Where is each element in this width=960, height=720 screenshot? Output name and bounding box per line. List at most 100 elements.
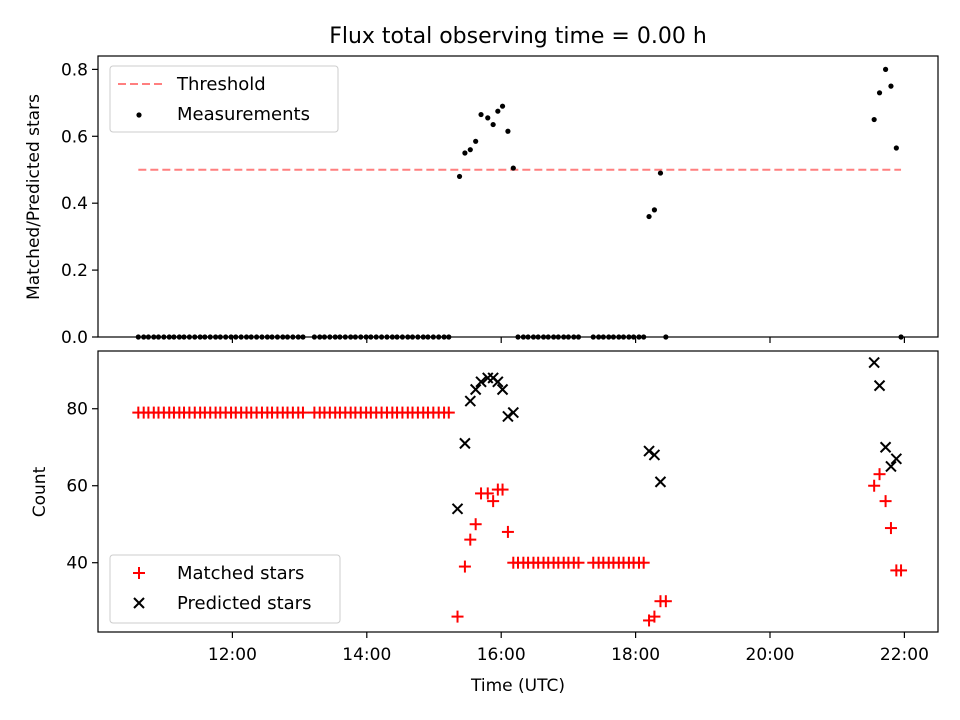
- predicted-star-point: [648, 449, 661, 461]
- matched-star-point: [873, 468, 886, 481]
- count-y-tick-label: 60: [66, 477, 88, 497]
- matched-star-point: [648, 610, 661, 623]
- measurement-point: [535, 334, 541, 340]
- measurement-point: [530, 334, 537, 340]
- x-tick-label: 22:00: [880, 645, 929, 665]
- predicted-star-point: [464, 395, 476, 407]
- measurement-point: [415, 334, 421, 340]
- measurement-point: [243, 334, 250, 340]
- measurement-point: [462, 150, 468, 156]
- measurement-point: [327, 334, 333, 340]
- measurement-point: [467, 147, 473, 153]
- measurement-point: [510, 165, 516, 171]
- measurement-point: [233, 334, 239, 340]
- measurement-point: [181, 334, 187, 340]
- measurement-point: [166, 334, 172, 340]
- chart-title: Flux total observing time = 0.00 h: [329, 24, 707, 49]
- x-tick-label: 18:00: [611, 645, 660, 665]
- matched-stars-points: [132, 406, 908, 627]
- predicted-star-point: [868, 356, 880, 369]
- measurement-point: [337, 334, 343, 340]
- legend-predicted-label: Predicted stars: [177, 593, 311, 614]
- matched-star-point: [895, 564, 908, 577]
- measurement-point: [888, 83, 894, 89]
- measurement-point: [259, 334, 265, 340]
- predicted-star-point: [654, 476, 667, 488]
- ratio-y-tick-label: 0.6: [61, 127, 88, 147]
- measurement-point: [898, 334, 904, 340]
- measurement-point: [332, 334, 338, 340]
- measurement-point: [145, 334, 151, 340]
- measurement-point: [620, 334, 627, 340]
- measurement-point: [610, 334, 617, 340]
- measurement-point: [295, 334, 301, 340]
- legend-threshold-label: Threshold: [176, 74, 266, 95]
- measurement-point: [425, 334, 431, 340]
- measurement-point: [358, 334, 364, 340]
- measurement-point: [409, 334, 416, 340]
- measurement-point: [545, 334, 551, 340]
- measurement-point: [651, 207, 658, 213]
- measurement-point: [590, 334, 596, 340]
- measurement-point: [213, 334, 219, 340]
- predicted-star-point: [890, 453, 903, 465]
- predicted-star-point: [507, 406, 520, 419]
- ratio-legend: Threshold Measurements: [109, 65, 339, 133]
- measurement-point: [389, 334, 395, 340]
- measurement-point: [342, 334, 348, 340]
- matched-star-point: [442, 406, 455, 419]
- measurement-point: [317, 334, 323, 340]
- legend-predicted-swatch: [133, 597, 145, 609]
- measurement-point: [596, 334, 602, 340]
- measurement-point: [311, 334, 317, 340]
- predicted-stars-points: [451, 356, 903, 515]
- measurement-point: [394, 334, 400, 340]
- measurement-point: [626, 334, 632, 340]
- measurement-point: [186, 334, 192, 340]
- x-tick-label: 14:00: [342, 645, 391, 665]
- predicted-star-point: [885, 460, 897, 473]
- legend-measurements-label: Measurements: [177, 104, 310, 125]
- matched-star-point: [496, 483, 509, 496]
- measurement-point: [284, 334, 291, 340]
- matched-star-point: [501, 525, 514, 538]
- measurement-point: [571, 334, 577, 340]
- matched-star-point: [458, 560, 471, 573]
- count-y-tick-label: 40: [66, 554, 88, 574]
- measurement-point: [269, 334, 275, 340]
- measurement-point: [490, 121, 496, 128]
- predicted-star-point: [492, 376, 504, 388]
- measurement-point: [280, 334, 286, 340]
- matched-star-point: [487, 495, 500, 508]
- matched-star-point: [481, 487, 494, 500]
- x-tick-label: 12:00: [208, 645, 257, 665]
- predicted-star-point: [475, 376, 487, 388]
- x-tick-label: 16:00: [477, 645, 526, 665]
- measurement-point: [555, 334, 561, 340]
- measurement-point: [505, 128, 511, 134]
- measurement-point: [352, 334, 358, 340]
- ratio-y-tick-label: 0.0: [61, 328, 88, 348]
- predicted-star-point: [469, 383, 482, 396]
- x-tick-label: 20:00: [746, 645, 795, 665]
- measurement-point: [155, 334, 162, 340]
- count-plot-area: [97, 350, 939, 633]
- count-panel: 40 60 80 12:00 14:00 16:00 18:00 20:00 22:00 Co…: [30, 350, 939, 696]
- measurement-point: [636, 334, 642, 340]
- measurement-point: [197, 334, 203, 340]
- measurement-point: [446, 334, 452, 340]
- measurement-point: [228, 334, 234, 340]
- measurement-point: [575, 334, 582, 340]
- measurement-point: [223, 334, 229, 340]
- predicted-star-point: [459, 437, 471, 450]
- measurement-point: [893, 145, 899, 151]
- ratio-legend-box: [109, 65, 339, 133]
- measurement-point: [561, 334, 567, 340]
- measurement-point: [405, 334, 411, 340]
- measurement-point: [473, 138, 479, 144]
- measurement-point: [378, 334, 385, 340]
- measurement-point: [373, 334, 379, 340]
- measurement-point: [565, 334, 572, 340]
- ratio-y-tick-label: 0.2: [61, 261, 88, 281]
- measurement-point: [630, 334, 637, 340]
